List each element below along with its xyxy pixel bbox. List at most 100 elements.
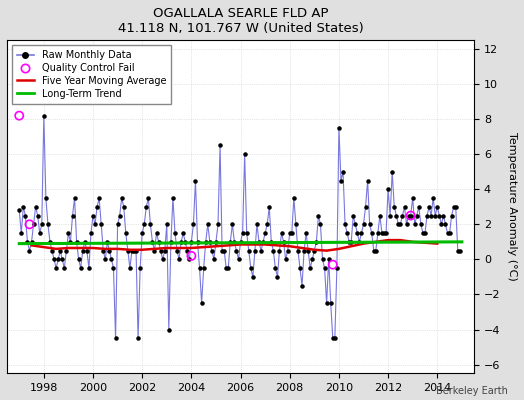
- Point: [316, 221, 325, 228]
- Point: [119, 204, 128, 210]
- Point: [412, 212, 421, 219]
- Point: [146, 221, 155, 228]
- Point: [351, 221, 359, 228]
- Point: [433, 204, 442, 210]
- Point: [198, 300, 206, 306]
- Point: [259, 239, 267, 245]
- Point: [441, 221, 450, 228]
- Point: [93, 204, 101, 210]
- Point: [29, 221, 38, 228]
- Point: [101, 256, 110, 262]
- Point: [113, 221, 122, 228]
- Point: [447, 212, 456, 219]
- Point: [158, 256, 167, 262]
- Point: [378, 230, 386, 236]
- Point: [288, 230, 296, 236]
- Point: [407, 212, 415, 219]
- Point: [222, 265, 231, 271]
- Point: [95, 195, 103, 201]
- Point: [359, 221, 368, 228]
- Y-axis label: Temperature Anomaly (°C): Temperature Anomaly (°C): [507, 132, 517, 281]
- Point: [48, 248, 56, 254]
- Point: [160, 248, 169, 254]
- Point: [56, 248, 64, 254]
- Point: [388, 168, 396, 175]
- Point: [437, 221, 445, 228]
- Point: [431, 212, 440, 219]
- Point: [339, 168, 347, 175]
- Point: [394, 221, 402, 228]
- Point: [34, 212, 42, 219]
- Point: [390, 204, 398, 210]
- Point: [150, 248, 159, 254]
- Point: [27, 239, 36, 245]
- Point: [396, 221, 405, 228]
- Point: [81, 239, 89, 245]
- Point: [46, 239, 54, 245]
- Point: [216, 142, 224, 149]
- Legend: Raw Monthly Data, Quality Control Fail, Five Year Moving Average, Long-Term Tren: Raw Monthly Data, Quality Control Fail, …: [12, 45, 171, 104]
- Point: [376, 212, 384, 219]
- Point: [21, 212, 29, 219]
- Point: [341, 221, 350, 228]
- Point: [445, 230, 454, 236]
- Point: [279, 239, 288, 245]
- Point: [357, 230, 366, 236]
- Point: [79, 248, 87, 254]
- Point: [110, 265, 118, 271]
- Point: [36, 230, 44, 236]
- Point: [38, 221, 46, 228]
- Point: [367, 230, 376, 236]
- Point: [243, 230, 251, 236]
- Point: [212, 239, 220, 245]
- Point: [179, 230, 188, 236]
- Point: [132, 248, 140, 254]
- Point: [443, 230, 452, 236]
- Point: [362, 204, 370, 210]
- Point: [23, 239, 31, 245]
- Point: [454, 248, 462, 254]
- Point: [324, 256, 333, 262]
- Point: [294, 248, 302, 254]
- Point: [87, 230, 95, 236]
- Point: [171, 230, 179, 236]
- Point: [112, 335, 120, 342]
- Point: [17, 230, 26, 236]
- Point: [70, 195, 79, 201]
- Point: [312, 239, 321, 245]
- Point: [130, 248, 138, 254]
- Point: [134, 335, 143, 342]
- Point: [322, 300, 331, 306]
- Point: [253, 221, 261, 228]
- Point: [210, 256, 218, 262]
- Point: [429, 195, 438, 201]
- Point: [60, 265, 69, 271]
- Point: [372, 248, 380, 254]
- Point: [271, 265, 280, 271]
- Point: [326, 300, 335, 306]
- Point: [232, 248, 241, 254]
- Point: [169, 195, 177, 201]
- Point: [283, 248, 292, 254]
- Point: [419, 230, 427, 236]
- Point: [83, 248, 91, 254]
- Point: [392, 212, 400, 219]
- Point: [144, 195, 152, 201]
- Point: [202, 239, 210, 245]
- Point: [250, 248, 259, 254]
- Point: [138, 230, 146, 236]
- Point: [365, 221, 374, 228]
- Point: [234, 256, 243, 262]
- Point: [66, 239, 74, 245]
- Point: [261, 230, 269, 236]
- Point: [273, 274, 281, 280]
- Point: [306, 265, 314, 271]
- Point: [165, 326, 173, 333]
- Point: [337, 177, 345, 184]
- Point: [62, 248, 71, 254]
- Point: [191, 177, 200, 184]
- Point: [115, 212, 124, 219]
- Point: [136, 265, 144, 271]
- Point: [439, 212, 447, 219]
- Point: [407, 212, 415, 219]
